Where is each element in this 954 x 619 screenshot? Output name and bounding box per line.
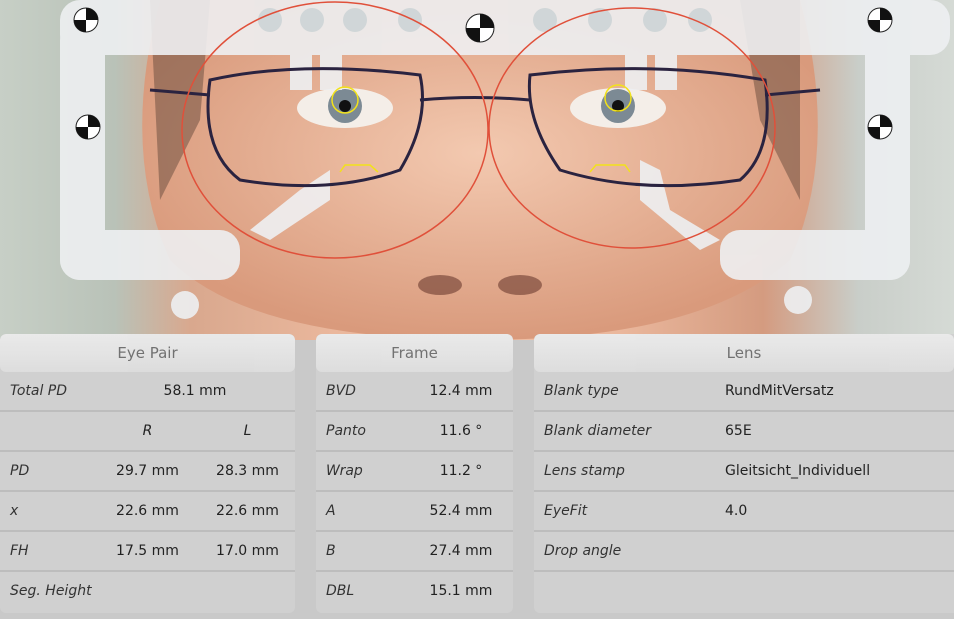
row-value: 4.0 [725, 503, 748, 519]
value-r: 29.7 mm [116, 463, 179, 479]
row-value: Gleitsicht_Individuell [725, 463, 871, 479]
table-row: Wrap 11.2 ° [316, 452, 513, 492]
row-label: Seg. Height [10, 583, 92, 599]
measurement-ellipse [181, 1, 776, 259]
row-label: FH [10, 543, 29, 559]
table-row [534, 572, 954, 612]
row-label: PD [10, 463, 30, 479]
row-value: 65E [725, 423, 752, 439]
left-eye [570, 88, 666, 128]
centering-marker-icon [331, 84, 632, 173]
row-label: A [326, 503, 336, 519]
value-r: 22.6 mm [116, 503, 179, 519]
lens-panel: Lens Blank type RundMitVersatz Blank diam… [534, 334, 954, 613]
table-row: Total PD 58.1 mm [0, 372, 295, 412]
row-label: DBL [326, 583, 355, 599]
row-label: Drop angle [544, 543, 622, 559]
table-row: x 22.6 mm 22.6 mm [0, 492, 295, 532]
row-label: B [326, 543, 336, 559]
row-label: Wrap [326, 463, 363, 479]
table-row: B 27.4 mm [316, 532, 513, 572]
eyeglass-frame [149, 67, 821, 188]
calibration-target-icon [73, 7, 893, 140]
row-value: 27.4 mm [429, 543, 493, 559]
frame-panel: Frame BVD 12.4 mm Panto 11.6 ° Wrap 11.2 ° … [316, 334, 513, 613]
table-row: EyeFit 4.0 [534, 492, 954, 532]
eye-pair-title: Eye Pair [0, 334, 295, 372]
value-l: 28.3 mm [216, 463, 279, 479]
row-value: 52.4 mm [429, 503, 493, 519]
table-row: Lens stamp Gleitsicht_Individuell [534, 452, 954, 492]
row-label: Blank type [544, 383, 619, 399]
table-row: FH 17.5 mm 17.0 mm [0, 532, 295, 572]
row-value: 11.2 ° [439, 463, 483, 479]
table-row: Drop angle [534, 532, 954, 572]
value-r: 17.5 mm [116, 543, 179, 559]
lens-title: Lens [534, 334, 954, 372]
right-eye [297, 88, 393, 128]
total-pd-value: 58.1 mm [163, 383, 227, 399]
col-r-header: R [142, 423, 153, 439]
row-label: BVD [326, 383, 356, 399]
row-label: Lens stamp [544, 463, 625, 479]
table-row: A 52.4 mm [316, 492, 513, 532]
table-row: DBL 15.1 mm [316, 572, 513, 612]
row-value: 15.1 mm [429, 583, 493, 599]
table-row: PD 29.7 mm 28.3 mm [0, 452, 295, 492]
table-row: Blank diameter 65E [534, 412, 954, 452]
row-label: Blank diameter [544, 423, 651, 439]
measurement-photo [0, 0, 954, 340]
total-pd-label: Total PD [10, 383, 68, 399]
table-row: Panto 11.6 ° [316, 412, 513, 452]
row-label: x [10, 503, 19, 519]
row-label: EyeFit [544, 503, 588, 519]
table-row: Seg. Height [0, 572, 295, 612]
row-value: 12.4 mm [429, 383, 493, 399]
value-l: 22.6 mm [216, 503, 279, 519]
row-value: 11.6 ° [439, 423, 483, 439]
table-row: BVD 12.4 mm [316, 372, 513, 412]
frame-title: Frame [316, 334, 513, 372]
row-value: RundMitVersatz [725, 383, 834, 399]
row-label: Panto [326, 423, 366, 439]
col-l-header: L [243, 423, 252, 439]
measurement-clip [60, 0, 950, 319]
table-row: Blank type RundMitVersatz [534, 372, 954, 412]
value-l: 17.0 mm [216, 543, 279, 559]
